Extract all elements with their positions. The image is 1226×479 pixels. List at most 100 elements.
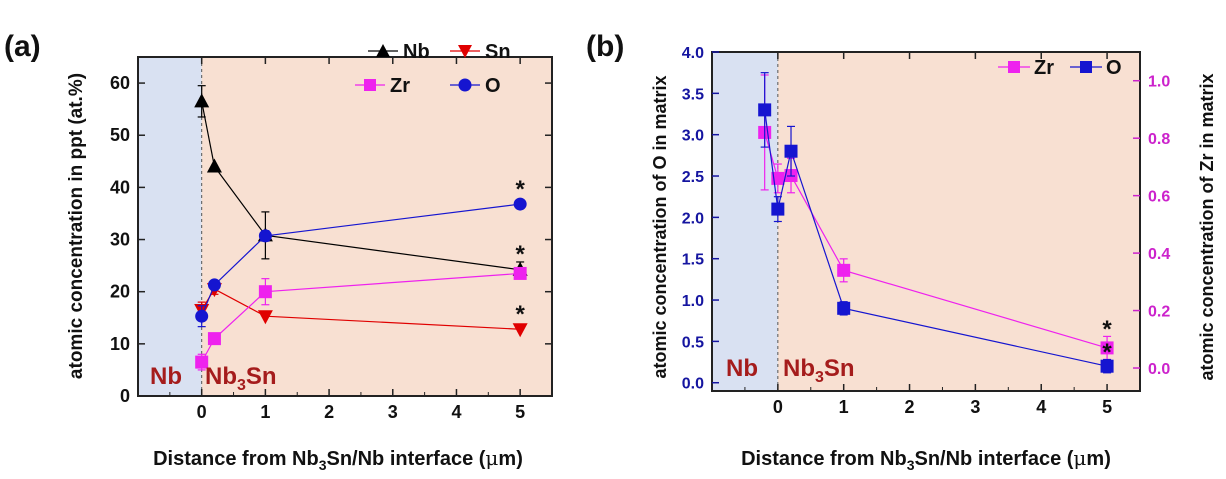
legend-marker-o [458, 78, 472, 92]
x-tick-label: 1 [260, 402, 270, 422]
legend-label-nb: Nb [403, 41, 430, 63]
right-y-tick-labels: 0.0 0.2 0.4 0.6 0.8 1.0 [1148, 74, 1170, 378]
legend-marker-sn [458, 45, 472, 58]
axis-ticks [712, 51, 1140, 391]
asterisk-annotation: * [1102, 316, 1112, 343]
legend-label-zr: Zr [1034, 57, 1054, 79]
data-point-sn [512, 323, 528, 338]
y-tick-label: 3.5 [682, 86, 704, 103]
left-y-axis-title: atomic concentration of O in matrix [650, 75, 670, 378]
y-tick-label: 30 [110, 230, 130, 250]
asterisk-annotation: * [1102, 339, 1112, 366]
y-tick-label: 0 [120, 386, 130, 406]
annotation-layer: * * * [515, 176, 525, 328]
y-tick-label: 2.5 [682, 169, 704, 186]
x-tick-labels: 0 1 2 3 4 5 [773, 397, 1112, 417]
left-y-tick-labels: 0.0 0.5 1.0 1.5 2.0 2.5 3.0 3.5 4.0 [682, 45, 704, 393]
legend-label-sn: Sn [485, 41, 511, 63]
y-tick-labels: 0 10 20 30 40 50 60 [110, 73, 130, 406]
y-tick-label: 4.0 [682, 45, 704, 62]
y2-tick-label: 0.2 [1148, 304, 1170, 321]
region-label-nb: Nb [726, 355, 758, 382]
data-point-o [207, 278, 221, 292]
series-line-zr [201, 272, 521, 363]
data-point-zr [1100, 341, 1114, 355]
y-tick-label: 40 [110, 177, 130, 197]
x-tick-label: 0 [773, 397, 783, 417]
data-point-o [195, 309, 209, 323]
data-point-o [837, 301, 851, 315]
x-tick-labels: 0 1 2 3 4 5 [197, 402, 525, 422]
asterisk-annotation: * [515, 241, 525, 268]
y2-tick-label: 0.4 [1148, 246, 1170, 263]
plot-frame [137, 56, 553, 397]
asterisk-annotation: * [515, 176, 525, 203]
y-tick-label: 0.0 [682, 376, 704, 393]
series-line-nb [201, 101, 521, 271]
legend-marker-zr [364, 79, 376, 91]
x-tick-label: 2 [324, 402, 334, 422]
data-point-zr [513, 266, 527, 280]
nb-region-background [712, 52, 778, 391]
data-point-o [758, 103, 772, 117]
series-line-o [201, 203, 521, 317]
x-axis-title: Distance from Nb3Sn/Nb interface (μm) [153, 446, 523, 473]
y-tick-label: 2.0 [682, 210, 704, 227]
panel-b: (b) 0.00.51.01.52.02.53.03.54.0 0.00.20.… [586, 30, 1217, 473]
data-point-o [1100, 359, 1114, 373]
y2-tick-label: 0.0 [1148, 361, 1170, 378]
asterisk-annotation: * [515, 301, 525, 328]
data-point-sn [257, 310, 273, 325]
data-point-nb [206, 158, 222, 173]
legend-label-zr: Zr [390, 75, 410, 97]
data-point-zr [195, 355, 209, 369]
legend-marker-nb [376, 44, 390, 57]
right-y-axis-title: atomic concentration of Zr in matrix [1197, 73, 1217, 380]
x-tick-label: 0 [197, 402, 207, 422]
series-layer [758, 72, 1114, 374]
data-point-o [771, 202, 785, 216]
legend: Nb Sn Zr O [355, 41, 511, 97]
legend-marker-o [1080, 61, 1092, 73]
nb-region-background [138, 57, 202, 396]
x-tick-label: 5 [1102, 397, 1112, 417]
y-tick-label: 1.0 [682, 293, 704, 310]
region-label-nb3sn: Nb3Sn [783, 355, 855, 386]
data-point-o [784, 144, 798, 158]
x-tick-label: 4 [451, 402, 461, 422]
legend: Zr O [998, 57, 1122, 79]
data-point-zr [207, 332, 221, 346]
region-label-nb: Nb [150, 363, 182, 390]
annotation-layer: ** [1102, 316, 1112, 366]
x-tick-label: 5 [515, 402, 525, 422]
y-axis-title: atomic concentration in ppt (at.%) [66, 73, 87, 379]
y-tick-label: 1.5 [682, 252, 704, 269]
y2-tick-label: 0.8 [1148, 131, 1170, 148]
panel-a-label: (a) [4, 30, 41, 63]
panel-b-label: (b) [586, 30, 624, 63]
y-tick-label: 50 [110, 125, 130, 145]
plot-frame [711, 51, 1141, 392]
nb3sn-region-background [201, 57, 552, 396]
legend-marker-zr [1008, 61, 1020, 73]
region-label-nb3sn: Nb3Sn [205, 363, 277, 394]
y2-tick-label: 1.0 [1148, 74, 1170, 91]
y-tick-label: 60 [110, 73, 130, 93]
y2-tick-label: 0.6 [1148, 189, 1170, 206]
legend-label-o: O [1106, 57, 1122, 79]
y-tick-label: 0.5 [682, 334, 704, 351]
x-axis-title: Distance from Nb3Sn/Nb interface (μm) [741, 446, 1111, 473]
y-tick-label: 20 [110, 282, 130, 302]
data-point-o [258, 229, 272, 243]
y-tick-label: 10 [110, 334, 130, 354]
y-tick-label: 3.0 [682, 128, 704, 145]
x-tick-label: 2 [905, 397, 915, 417]
x-tick-label: 4 [1036, 397, 1046, 417]
data-point-zr [258, 285, 272, 299]
axis-ticks [138, 57, 552, 397]
x-tick-label: 1 [839, 397, 849, 417]
data-point-nb [194, 93, 210, 108]
x-tick-label: 3 [388, 402, 398, 422]
